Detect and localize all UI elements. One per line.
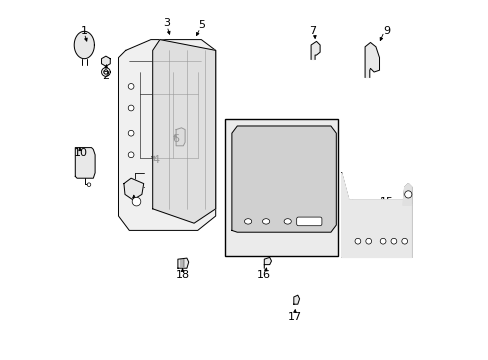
Text: 18: 18: [176, 270, 190, 280]
Text: 13: 13: [305, 152, 319, 162]
Text: 2: 2: [102, 71, 109, 81]
Polygon shape: [102, 56, 110, 66]
Polygon shape: [264, 257, 271, 268]
Polygon shape: [176, 128, 185, 146]
Text: 17: 17: [287, 312, 302, 322]
Polygon shape: [231, 126, 336, 232]
Text: 8: 8: [131, 197, 138, 207]
Circle shape: [401, 238, 407, 244]
FancyBboxPatch shape: [296, 217, 321, 226]
Circle shape: [128, 84, 134, 89]
Ellipse shape: [244, 219, 251, 224]
Polygon shape: [123, 178, 143, 200]
Text: 6: 6: [172, 134, 179, 144]
Text: 11: 11: [289, 128, 303, 138]
Text: 14: 14: [275, 119, 289, 129]
Ellipse shape: [284, 219, 291, 224]
Text: 9: 9: [383, 26, 389, 36]
Polygon shape: [118, 40, 215, 230]
Polygon shape: [293, 295, 299, 304]
Ellipse shape: [262, 219, 269, 224]
Polygon shape: [402, 184, 411, 205]
Text: 5: 5: [197, 20, 204, 30]
Text: 15: 15: [379, 197, 393, 207]
Polygon shape: [224, 119, 337, 256]
Polygon shape: [152, 40, 215, 223]
Polygon shape: [75, 148, 95, 178]
Text: 12: 12: [305, 171, 319, 181]
Circle shape: [132, 197, 141, 206]
Text: 4: 4: [152, 155, 160, 165]
Polygon shape: [365, 42, 379, 77]
Text: 7: 7: [309, 26, 316, 36]
Text: 16: 16: [257, 270, 271, 280]
Circle shape: [390, 238, 396, 244]
Circle shape: [128, 152, 134, 158]
Circle shape: [87, 183, 91, 186]
Polygon shape: [74, 31, 94, 59]
Circle shape: [380, 238, 385, 244]
Text: 3: 3: [163, 18, 170, 28]
Circle shape: [128, 130, 134, 136]
Polygon shape: [310, 41, 320, 59]
Circle shape: [354, 238, 360, 244]
Circle shape: [365, 238, 371, 244]
Text: 10: 10: [74, 148, 87, 158]
Text: 1: 1: [81, 26, 88, 36]
Polygon shape: [178, 258, 188, 268]
Circle shape: [128, 105, 134, 111]
Circle shape: [404, 191, 411, 198]
Polygon shape: [341, 173, 411, 257]
